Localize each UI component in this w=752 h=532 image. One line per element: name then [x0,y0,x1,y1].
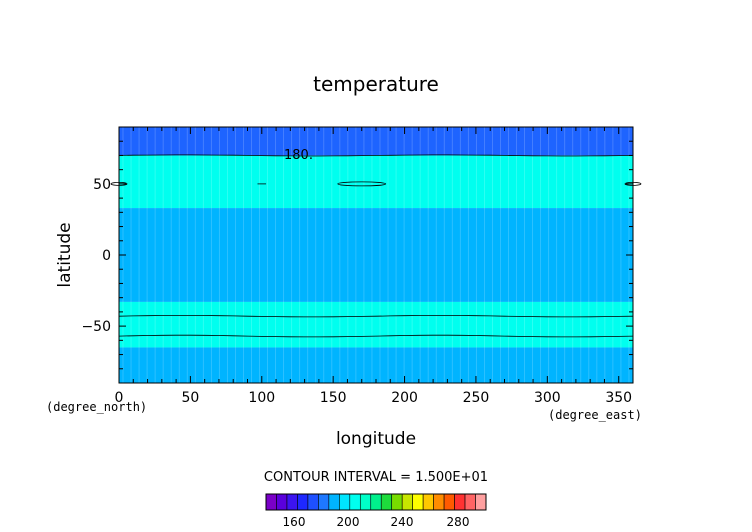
x-axis-ticks: 0 50 100 150 200 250 300 350 [115,127,634,406]
colorbar-swatch [318,493,330,511]
band-4 [119,347,633,383]
colorbar-swatch [380,493,393,511]
x-unit-label: (degree_east) [548,408,642,422]
colorbar-swatch [307,493,319,511]
contour-line [118,315,634,318]
colorbar-labels: 160 200 240 280 [283,515,470,529]
colorbar-swatch [464,493,476,511]
colorbar-swatch [422,493,434,511]
band-2 [119,208,633,302]
plot-area [119,127,633,383]
x-tick-label: 250 [463,390,490,406]
contour-value-label: 180. [284,148,313,163]
colorbar-swatch [359,493,372,511]
colorbar-swatch [401,493,413,511]
contour-line [118,154,634,157]
colorbar-swatch [328,493,340,511]
y-tick-label: 0 [102,248,111,264]
colorbar-tick-label: 160 [283,515,306,529]
colorbar-swatch [349,493,361,511]
contour-lines [110,154,642,338]
band-3 [119,301,633,348]
colorbar-swatch [276,493,288,511]
colorbar-swatch [265,493,277,511]
colorbar-swatch [454,493,466,511]
x-tick-label: 0 [115,390,124,406]
colorbar-swatch [370,493,382,511]
colorbar-tick-label: 200 [337,515,360,529]
colorbar-swatch [475,493,487,511]
colorbar-swatch [433,493,445,511]
colorbar-frame [265,493,487,511]
contour-loop [337,181,387,187]
contour-interval-text: CONTOUR INTERVAL = 1.500E+01 [264,470,488,485]
x-tick-label: 200 [391,390,418,406]
colorbar-swatch [391,493,403,511]
colorbar-tick-label: 240 [391,515,414,529]
x-tick-label: 300 [534,390,561,406]
band-1 [119,155,633,209]
y-axis-ticks: 50 0 −50 [81,126,633,384]
colorbar-swatch [297,493,309,511]
y-axis-label: latitude [55,222,75,287]
x-tick-label: 150 [320,390,347,406]
contour-line [118,334,634,338]
y-unit-label: (degree_north) [46,400,147,414]
y-tick-label: −50 [81,319,111,335]
colorbar-swatch [443,493,455,511]
colorbar-swatch [412,493,424,511]
chart-title: temperature [313,72,439,96]
x-tick-label: 50 [181,390,199,406]
colorbar-tick-label: 280 [447,515,470,529]
x-tick-label: 100 [248,390,275,406]
grid-lines [122,127,630,383]
colorbar-swatch [339,493,351,511]
colorbar [265,493,487,511]
x-axis-label: longitude [336,429,416,449]
colorbar-swatch [286,493,298,511]
y-tick-label: 50 [93,177,111,193]
band-0 [119,127,633,156]
x-tick-label: 350 [605,390,632,406]
